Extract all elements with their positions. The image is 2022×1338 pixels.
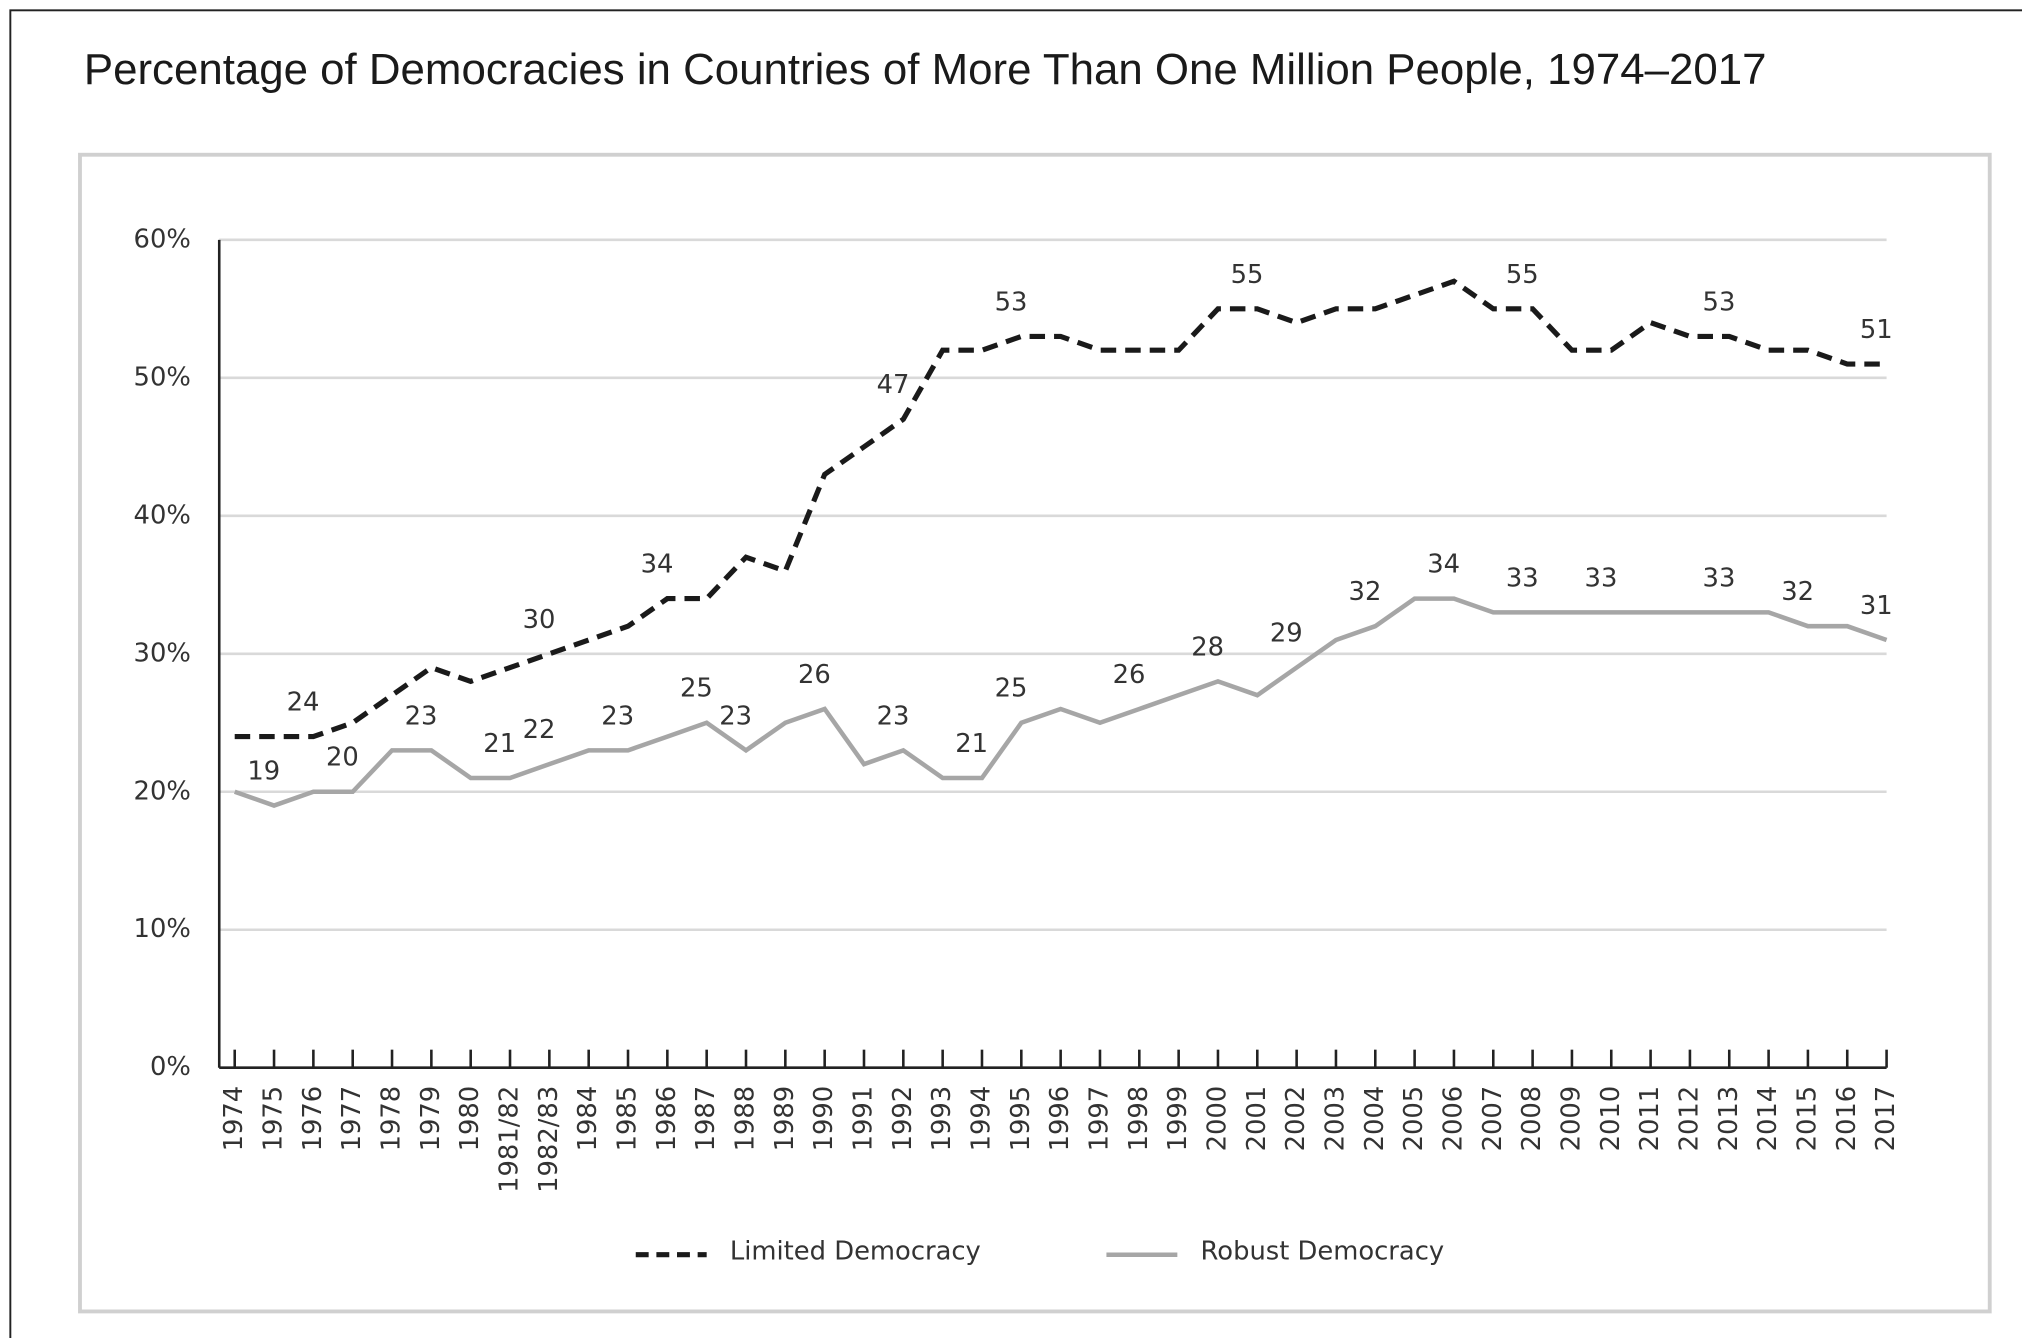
data-label: 23	[877, 701, 910, 731]
x-tick-label: 1990	[809, 1086, 839, 1152]
x-tick-label: 1987	[691, 1086, 721, 1152]
x-tick-label: 1978	[377, 1086, 407, 1152]
x-tick-label: 1994	[966, 1086, 996, 1152]
x-tick-label: 2013	[1714, 1086, 1744, 1152]
y-tick-label: 10%	[134, 914, 191, 944]
data-label: 53	[1703, 287, 1736, 317]
x-tick-label: 2001	[1242, 1086, 1272, 1152]
data-label: 21	[955, 729, 988, 759]
x-tick-label: 2015	[1792, 1086, 1822, 1152]
x-tick-label: 1981/82	[495, 1086, 525, 1193]
x-tick-label: 2008	[1517, 1086, 1547, 1152]
x-tick-label: 1992	[888, 1086, 918, 1152]
data-label: 26	[798, 660, 831, 690]
frame	[9, 9, 2022, 1338]
legend-label: Robust Democracy	[1201, 1237, 1445, 1267]
data-label: 23	[405, 701, 438, 731]
x-tick-label: 2016	[1832, 1086, 1862, 1152]
x-tick-label: 2006	[1438, 1086, 1468, 1152]
x-tick-label: 1977	[337, 1086, 367, 1152]
y-tick-label: 50%	[134, 362, 191, 392]
data-label: 33	[1506, 563, 1539, 593]
data-label: 23	[719, 701, 752, 731]
data-label: 28	[1191, 632, 1224, 662]
data-label: 47	[877, 370, 910, 400]
x-tick-label: 2011	[1635, 1086, 1665, 1152]
data-label: 24	[287, 688, 320, 718]
x-tick-label: 1980	[455, 1086, 485, 1152]
y-tick-label: 0%	[150, 1052, 191, 1082]
data-label: 23	[601, 701, 634, 731]
data-label: 33	[1703, 563, 1736, 593]
data-label: 21	[483, 729, 516, 759]
x-tick-label: 1999	[1163, 1086, 1193, 1152]
x-tick-label: 1982/83	[534, 1086, 564, 1193]
x-tick-label: 2004	[1360, 1086, 1390, 1152]
x-tick-label: 1997	[1084, 1086, 1114, 1152]
data-label: 19	[247, 757, 280, 787]
x-tick-label: 1989	[770, 1086, 800, 1152]
data-label: 55	[1231, 260, 1264, 290]
series-line	[233, 596, 1888, 808]
x-tick-label: 2002	[1281, 1086, 1311, 1152]
data-label: 29	[1270, 619, 1303, 649]
data-label: 20	[326, 743, 359, 773]
data-label: 32	[1349, 577, 1382, 607]
x-tick-label: 1988	[731, 1086, 761, 1152]
x-tick-label: 2017	[1871, 1086, 1901, 1152]
x-tick-label: 1986	[652, 1086, 682, 1152]
data-label: 22	[523, 715, 556, 745]
x-tick-label: 2000	[1202, 1086, 1232, 1152]
data-label: 51	[1860, 315, 1893, 345]
x-tick-label: 2010	[1596, 1086, 1626, 1152]
legend-label: Limited Democracy	[730, 1237, 981, 1267]
data-label: 34	[1427, 550, 1460, 580]
data-label: 53	[995, 287, 1028, 317]
data-label: 33	[1585, 563, 1618, 593]
y-tick-label: 30%	[134, 638, 191, 668]
x-tick-label: 1991	[848, 1086, 878, 1152]
data-label: 34	[641, 550, 674, 580]
x-tick-label: 2012	[1674, 1086, 1704, 1152]
x-tick-label: 1976	[298, 1086, 328, 1152]
chart-title: Percentage of Democracies in Countries o…	[84, 45, 1767, 94]
x-tick-label: 1984	[573, 1086, 603, 1152]
data-label: 25	[995, 674, 1028, 704]
data-label: 31	[1860, 591, 1893, 621]
x-tick-label: 2005	[1399, 1086, 1429, 1152]
y-tick-label: 60%	[134, 224, 191, 254]
series-line	[234, 278, 1887, 740]
data-label: 26	[1113, 660, 1146, 690]
data-label: 25	[680, 674, 713, 704]
x-tick-label: 1985	[613, 1086, 643, 1152]
y-tick-label: 20%	[134, 776, 191, 806]
data-label: 32	[1781, 577, 1814, 607]
y-tick-label: 40%	[134, 500, 191, 530]
plot-box	[78, 152, 1992, 1314]
x-tick-label: 1979	[416, 1086, 446, 1152]
x-tick-label: 2014	[1753, 1086, 1783, 1152]
x-tick-label: 1996	[1045, 1086, 1075, 1152]
x-tick-label: 1975	[259, 1086, 289, 1152]
x-tick-label: 2003	[1320, 1086, 1350, 1152]
data-label: 30	[523, 605, 556, 635]
data-label: 55	[1506, 260, 1539, 290]
x-tick-label: 1998	[1124, 1086, 1154, 1152]
x-tick-label: 2009	[1556, 1086, 1586, 1152]
x-tick-label: 1993	[927, 1086, 957, 1152]
x-tick-label: 2007	[1478, 1086, 1508, 1152]
x-tick-label: 1974	[219, 1086, 249, 1152]
x-tick-label: 1995	[1006, 1086, 1036, 1152]
